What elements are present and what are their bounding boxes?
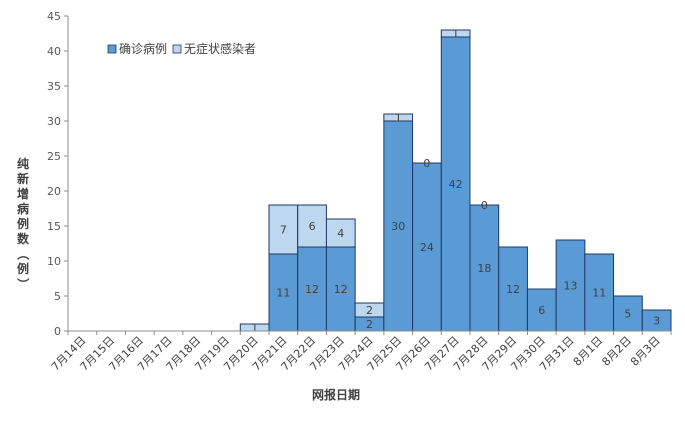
data-label-asymptomatic: 7	[280, 224, 287, 237]
y-tick-label: 30	[47, 115, 61, 128]
y-tick-label: 35	[47, 80, 61, 93]
y-axis-title-char: 数	[17, 231, 30, 246]
data-label-asymptomatic: 2	[366, 304, 373, 317]
bar-confirmed	[555, 239, 586, 332]
bar-confirmed	[412, 162, 442, 332]
data-label-asymptomatic: 4	[337, 227, 344, 240]
bar-confirmed	[613, 295, 643, 332]
data-label-confirmed: 13	[564, 280, 578, 293]
data-label-asymptomatic: 0	[423, 157, 430, 170]
data-label-confirmed: 11	[592, 287, 606, 300]
bar-asymptomatic	[268, 204, 299, 255]
y-axis-title-char: 纯	[17, 156, 29, 171]
data-label-confirmed: 6	[538, 304, 545, 317]
bar-confirmed	[526, 288, 557, 332]
bar-confirmed	[469, 204, 500, 332]
data-label-confirmed: 42	[449, 178, 463, 191]
data-label-asymptomatic: 1	[452, 28, 459, 41]
bar-confirmed	[440, 36, 471, 332]
y-tick-label: 0	[54, 325, 61, 338]
legend-label-asymptomatic: 无症状感染者	[184, 41, 256, 56]
y-tick-label: 25	[47, 150, 61, 163]
y-tick-label: 10	[47, 255, 61, 268]
data-label-asymptomatic: 1	[251, 322, 258, 335]
data-label-confirmed: 3	[653, 315, 660, 328]
legend-swatch-asymptomatic	[172, 44, 182, 54]
y-tick-label: 20	[47, 185, 61, 198]
data-label-confirmed: 30	[391, 220, 405, 233]
y-axis-title-char: ）	[16, 278, 31, 290]
y-tick-label: 45	[47, 10, 61, 23]
data-label-confirmed: 2	[366, 318, 373, 331]
x-tick-label: 8月2日	[599, 334, 634, 369]
data-label-confirmed: 24	[420, 241, 434, 254]
x-axis-title: 网报日期	[312, 387, 360, 402]
y-axis-title-char: 新	[17, 171, 29, 186]
y-axis-title-char: 例	[17, 216, 29, 231]
legend-swatch-confirmed	[107, 44, 117, 54]
bar-confirmed	[498, 246, 528, 332]
data-label-confirmed: 5	[624, 308, 631, 321]
bar-asymptomatic	[383, 113, 414, 122]
data-label-asymptomatic: 6	[309, 220, 316, 233]
data-label-confirmed: 18	[477, 262, 491, 275]
data-label-confirmed: 11	[276, 287, 290, 300]
bars-layer	[239, 29, 672, 332]
data-label-asymptomatic: 0	[481, 199, 488, 212]
y-axis-title-char: 增	[17, 186, 29, 201]
y-tick-label: 5	[54, 290, 61, 303]
y-axis-title-char: 病	[17, 201, 29, 216]
bar-confirmed	[584, 253, 615, 332]
y-tick-label: 15	[47, 220, 61, 233]
bar-asymptomatic	[440, 29, 471, 38]
data-label-confirmed: 12	[506, 283, 520, 296]
x-tick-label: 8月3日	[628, 334, 663, 369]
data-label-confirmed: 12	[334, 283, 348, 296]
y-tick-label: 40	[47, 45, 61, 58]
y-axis-title-char: 例	[17, 261, 29, 276]
y-axis-title-char: （	[16, 248, 31, 260]
legend: 确诊病例 无症状感染者	[107, 41, 256, 56]
data-label-asymptomatic: 1	[395, 112, 402, 125]
x-tick-label: 8月1日	[571, 334, 606, 369]
bar-asymptomatic	[325, 218, 356, 248]
legend-label-confirmed: 确诊病例	[119, 41, 167, 56]
data-label-confirmed: 12	[305, 283, 319, 296]
